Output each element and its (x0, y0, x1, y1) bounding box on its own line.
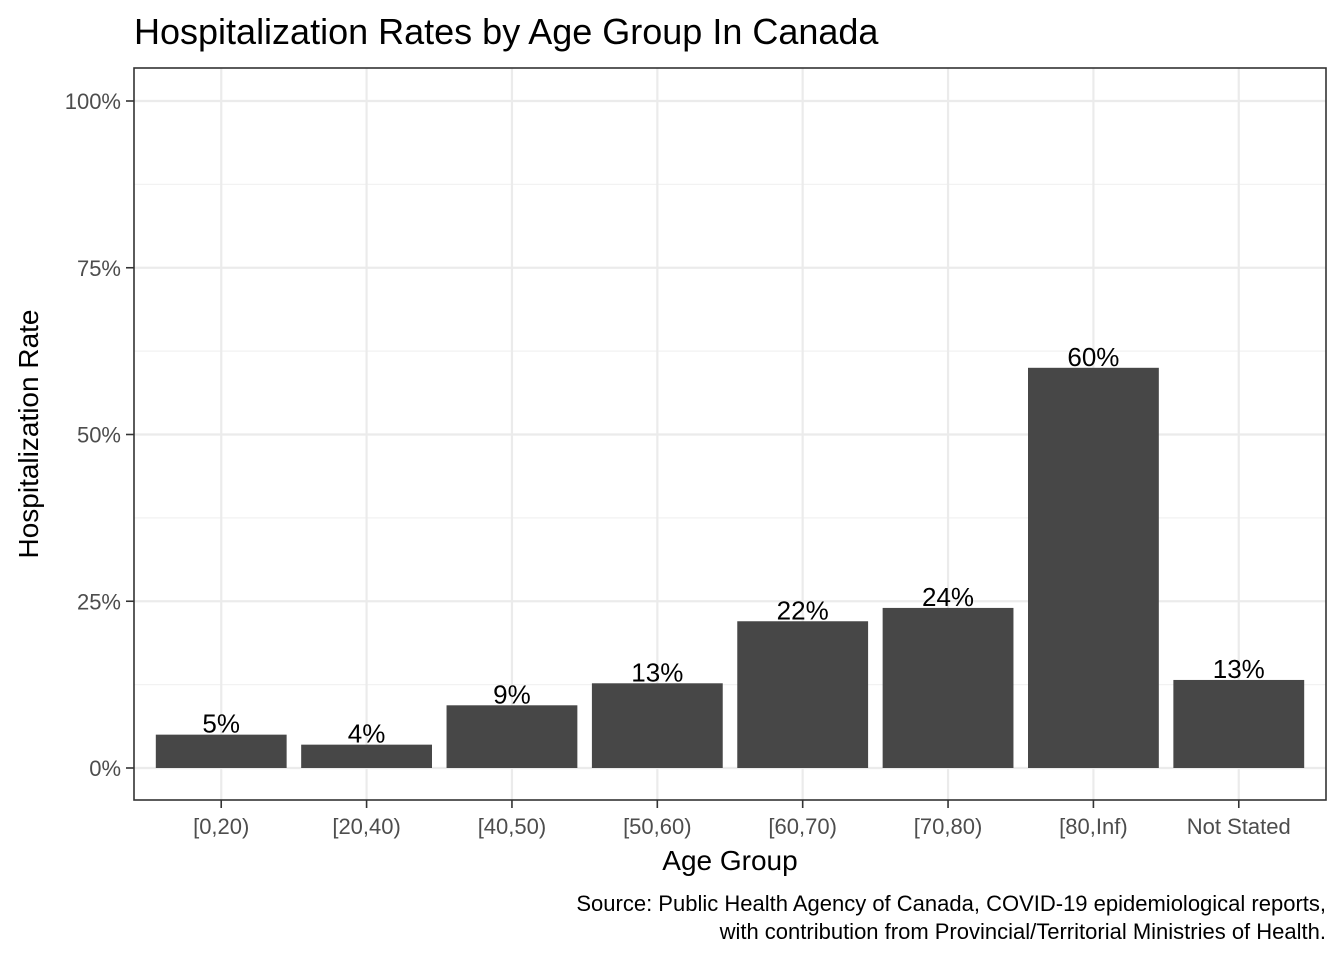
bar-value-label: 5% (202, 709, 240, 739)
x-tick-label: [0,20) (193, 814, 249, 839)
bar (446, 705, 578, 768)
x-axis: [0,20) [20,40) [40,50) [50,60) [60,70) [70,80… (193, 800, 1291, 839)
y-tick-label: 25% (77, 589, 121, 614)
bar (155, 734, 287, 768)
bar-value-labels: 5% 4% 9% 13% 22% 24% 60% 13% (202, 342, 1264, 749)
source-caption-line-1: Source: Public Health Agency of Canada, … (576, 891, 1326, 916)
bar (737, 621, 869, 768)
bar-value-label: 24% (922, 582, 974, 612)
bar (882, 607, 1014, 768)
y-tick-label: 50% (77, 423, 121, 448)
x-tick-label: [70,80) (914, 814, 983, 839)
x-tick-label: Not Stated (1187, 814, 1291, 839)
x-tick-label: [20,40) (332, 814, 401, 839)
bars (155, 367, 1305, 768)
bar-value-label: 13% (631, 657, 683, 687)
bar (1173, 679, 1305, 768)
x-tick-label: [80,Inf) (1059, 814, 1127, 839)
bar-value-label: 60% (1067, 342, 1119, 372)
bar-value-label: 4% (348, 719, 386, 749)
source-caption-line-2: with contribution from Provincial/Territ… (719, 919, 1326, 944)
x-tick-label: [50,60) (623, 814, 692, 839)
y-axis: 0% 25% 50% 75% 100% (65, 89, 134, 781)
x-tick-label: [40,50) (478, 814, 547, 839)
bar (301, 744, 432, 768)
bar-value-label: 9% (493, 679, 531, 709)
bar-value-label: 13% (1213, 654, 1265, 684)
x-axis-title: Age Group (662, 845, 797, 876)
y-tick-label: 75% (77, 256, 121, 281)
bar (1028, 367, 1159, 768)
y-axis-title: Hospitalization Rate (13, 309, 44, 558)
y-tick-label: 100% (65, 89, 121, 114)
x-tick-label: [60,70) (768, 814, 837, 839)
chart-title: Hospitalization Rates by Age Group In Ca… (134, 11, 879, 52)
y-tick-label: 0% (89, 756, 121, 781)
bar (591, 683, 723, 768)
bar-value-label: 22% (777, 595, 829, 625)
